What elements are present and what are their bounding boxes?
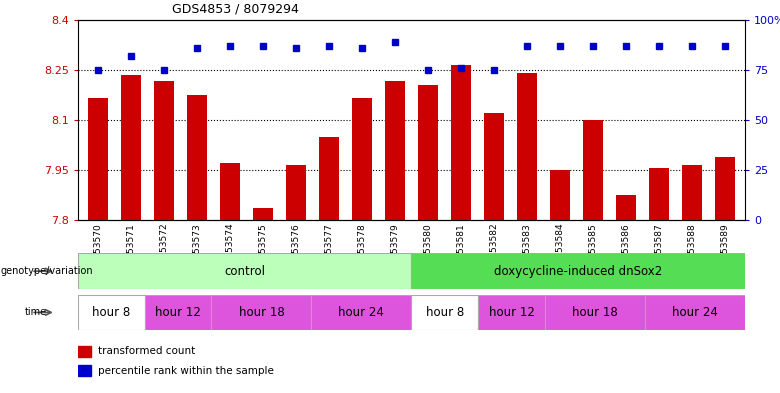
Bar — [484, 113, 504, 220]
Bar — [649, 168, 669, 220]
Bar — [645, 295, 745, 330]
Text: genotype/variation: genotype/variation — [1, 266, 94, 276]
Text: control: control — [224, 264, 265, 278]
Text: doxycycline-induced dnSox2: doxycycline-induced dnSox2 — [494, 264, 662, 278]
Bar — [715, 156, 735, 220]
Bar — [616, 195, 636, 220]
Text: GDS4853 / 8079294: GDS4853 / 8079294 — [172, 3, 299, 16]
Text: hour 18: hour 18 — [239, 306, 284, 319]
Bar — [88, 98, 108, 220]
Bar — [78, 365, 91, 376]
Bar — [418, 85, 438, 220]
Text: percentile rank within the sample: percentile rank within the sample — [98, 366, 274, 376]
Bar — [145, 295, 211, 330]
Text: hour 8: hour 8 — [426, 306, 464, 319]
Bar — [78, 253, 412, 289]
Bar — [682, 165, 702, 220]
Text: hour 24: hour 24 — [339, 306, 385, 319]
Bar — [352, 98, 372, 220]
Bar — [187, 95, 207, 220]
Text: hour 12: hour 12 — [155, 306, 201, 319]
Bar — [211, 295, 311, 330]
Bar — [78, 346, 91, 357]
Text: hour 8: hour 8 — [92, 306, 130, 319]
Bar — [121, 75, 140, 220]
Bar — [154, 81, 174, 220]
Bar — [478, 295, 544, 330]
Text: hour 24: hour 24 — [672, 306, 718, 319]
Text: hour 18: hour 18 — [572, 306, 618, 319]
Bar — [253, 208, 273, 220]
Bar — [544, 295, 645, 330]
Bar — [451, 65, 471, 220]
Text: hour 12: hour 12 — [488, 306, 534, 319]
Bar — [412, 295, 478, 330]
Bar — [319, 136, 339, 220]
Bar — [78, 295, 145, 330]
Bar — [412, 253, 745, 289]
Bar — [517, 73, 537, 220]
Bar — [583, 120, 603, 220]
Text: time: time — [25, 307, 47, 318]
Text: transformed count: transformed count — [98, 346, 195, 356]
Bar — [550, 170, 570, 220]
Bar — [385, 81, 405, 220]
Bar — [311, 295, 411, 330]
Bar — [286, 165, 306, 220]
Bar — [220, 163, 239, 220]
